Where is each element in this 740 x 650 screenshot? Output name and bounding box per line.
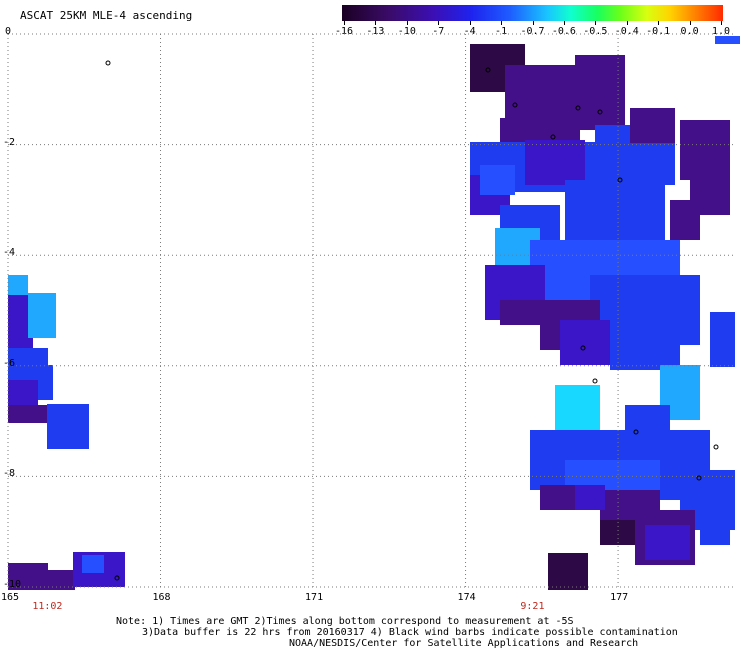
swath-cell (630, 108, 675, 143)
wind-barb-mark (633, 429, 639, 435)
colorbar-tick (626, 21, 628, 25)
swath-cell (565, 180, 665, 250)
wind-barb-mark (575, 105, 581, 111)
colorbar-tick (438, 21, 440, 25)
swath-cell (645, 525, 690, 560)
wind-barb-mark (550, 134, 556, 140)
colorbar-label: -16 (334, 26, 354, 37)
swath-cell (575, 55, 625, 130)
wind-barb-mark (696, 475, 702, 481)
colorbar-label: -0.1 (646, 26, 671, 37)
swath-cell (8, 563, 48, 590)
colorbar-tick (658, 21, 660, 25)
colorbar-label: -0.7 (520, 26, 545, 37)
colorbar-tick (532, 21, 534, 25)
swath-cell (670, 200, 700, 240)
wind-barb-mark (617, 177, 623, 183)
swath-cell (560, 320, 610, 365)
wind-barb-mark (114, 575, 120, 581)
map-title: ASCAT 25KM MLE-4 ascending (20, 9, 193, 22)
colorbar-label: -13 (366, 26, 385, 37)
y-tick-label: -4 (3, 247, 16, 259)
x-tick-label: 165 (1, 592, 20, 603)
x-tick-label: 168 (152, 592, 171, 603)
swath-cell (715, 36, 740, 44)
swath-cell (600, 520, 640, 545)
colorbar-tick (344, 21, 345, 25)
colorbar-tick (375, 21, 377, 25)
wind-barb-mark (580, 345, 586, 351)
swath-cell (470, 44, 525, 69)
swath-cell (680, 120, 730, 180)
colorbar-tick (721, 21, 722, 25)
y-tick-label: 0 (5, 26, 12, 37)
colorbar-label: -1 (495, 26, 508, 37)
colorbar-tick (595, 21, 597, 25)
swath-cell (610, 310, 680, 370)
x-tick-label: 171 (305, 592, 324, 603)
swath-cell (525, 140, 585, 185)
colorbar-label: -0.6 (551, 26, 576, 37)
wind-barb-mark (592, 378, 598, 384)
wind-barb-mark (512, 102, 518, 108)
note-line-2: 3)Data buffer is 22 hrs from 20160317 4)… (142, 627, 678, 638)
swath-cell (82, 555, 104, 573)
swath-cell (555, 385, 600, 430)
swath-cell (8, 275, 28, 297)
swath-cell (500, 300, 540, 325)
colorbar-tick (406, 21, 408, 25)
x-tick-label: 174 (457, 592, 476, 603)
y-tick-label: -6 (3, 357, 16, 369)
swath-cell (8, 405, 48, 423)
swath-cell (45, 570, 75, 590)
swath-cell (548, 553, 588, 590)
swath-cell (8, 348, 48, 368)
wind-barb-mark (713, 444, 719, 450)
colorbar-tick (689, 21, 691, 25)
y-tick-label: -2 (3, 136, 16, 148)
colorbar-tick (469, 21, 471, 25)
colorbar-label: -0.5 (583, 26, 608, 37)
swath-cell (480, 165, 515, 195)
wind-barb-mark (105, 60, 111, 66)
colorbar (342, 5, 723, 21)
x-tick-label: 177 (610, 592, 629, 603)
colorbar-label: 1.0 (711, 26, 731, 37)
note-line-1: Note: 1) Times are GMT 2)Times along bot… (116, 616, 574, 627)
swath-cell (700, 505, 730, 545)
time-label: 11:02 (32, 601, 63, 612)
wind-barb-mark (485, 67, 491, 73)
y-tick-label: -10 (3, 579, 22, 590)
colorbar-tick (501, 21, 503, 25)
colorbar-label: -0.4 (614, 26, 639, 37)
note-line-3: NOAA/NESDIS/Center for Satellite Applica… (289, 638, 639, 649)
swath-cell (28, 293, 56, 338)
colorbar-label: 0.0 (680, 26, 699, 37)
swath-cell (710, 312, 735, 367)
colorbar-label: -7 (432, 26, 445, 37)
wind-barb-mark (597, 109, 603, 115)
time-label: 9:21 (520, 601, 545, 612)
swath-cell (575, 485, 605, 510)
swath-cell (500, 118, 580, 143)
colorbar-label: -10 (397, 26, 416, 37)
colorbar-label: -4 (463, 26, 476, 37)
y-tick-label: -8 (3, 468, 16, 480)
colorbar-tick (563, 21, 565, 25)
swath-cell (47, 404, 89, 449)
